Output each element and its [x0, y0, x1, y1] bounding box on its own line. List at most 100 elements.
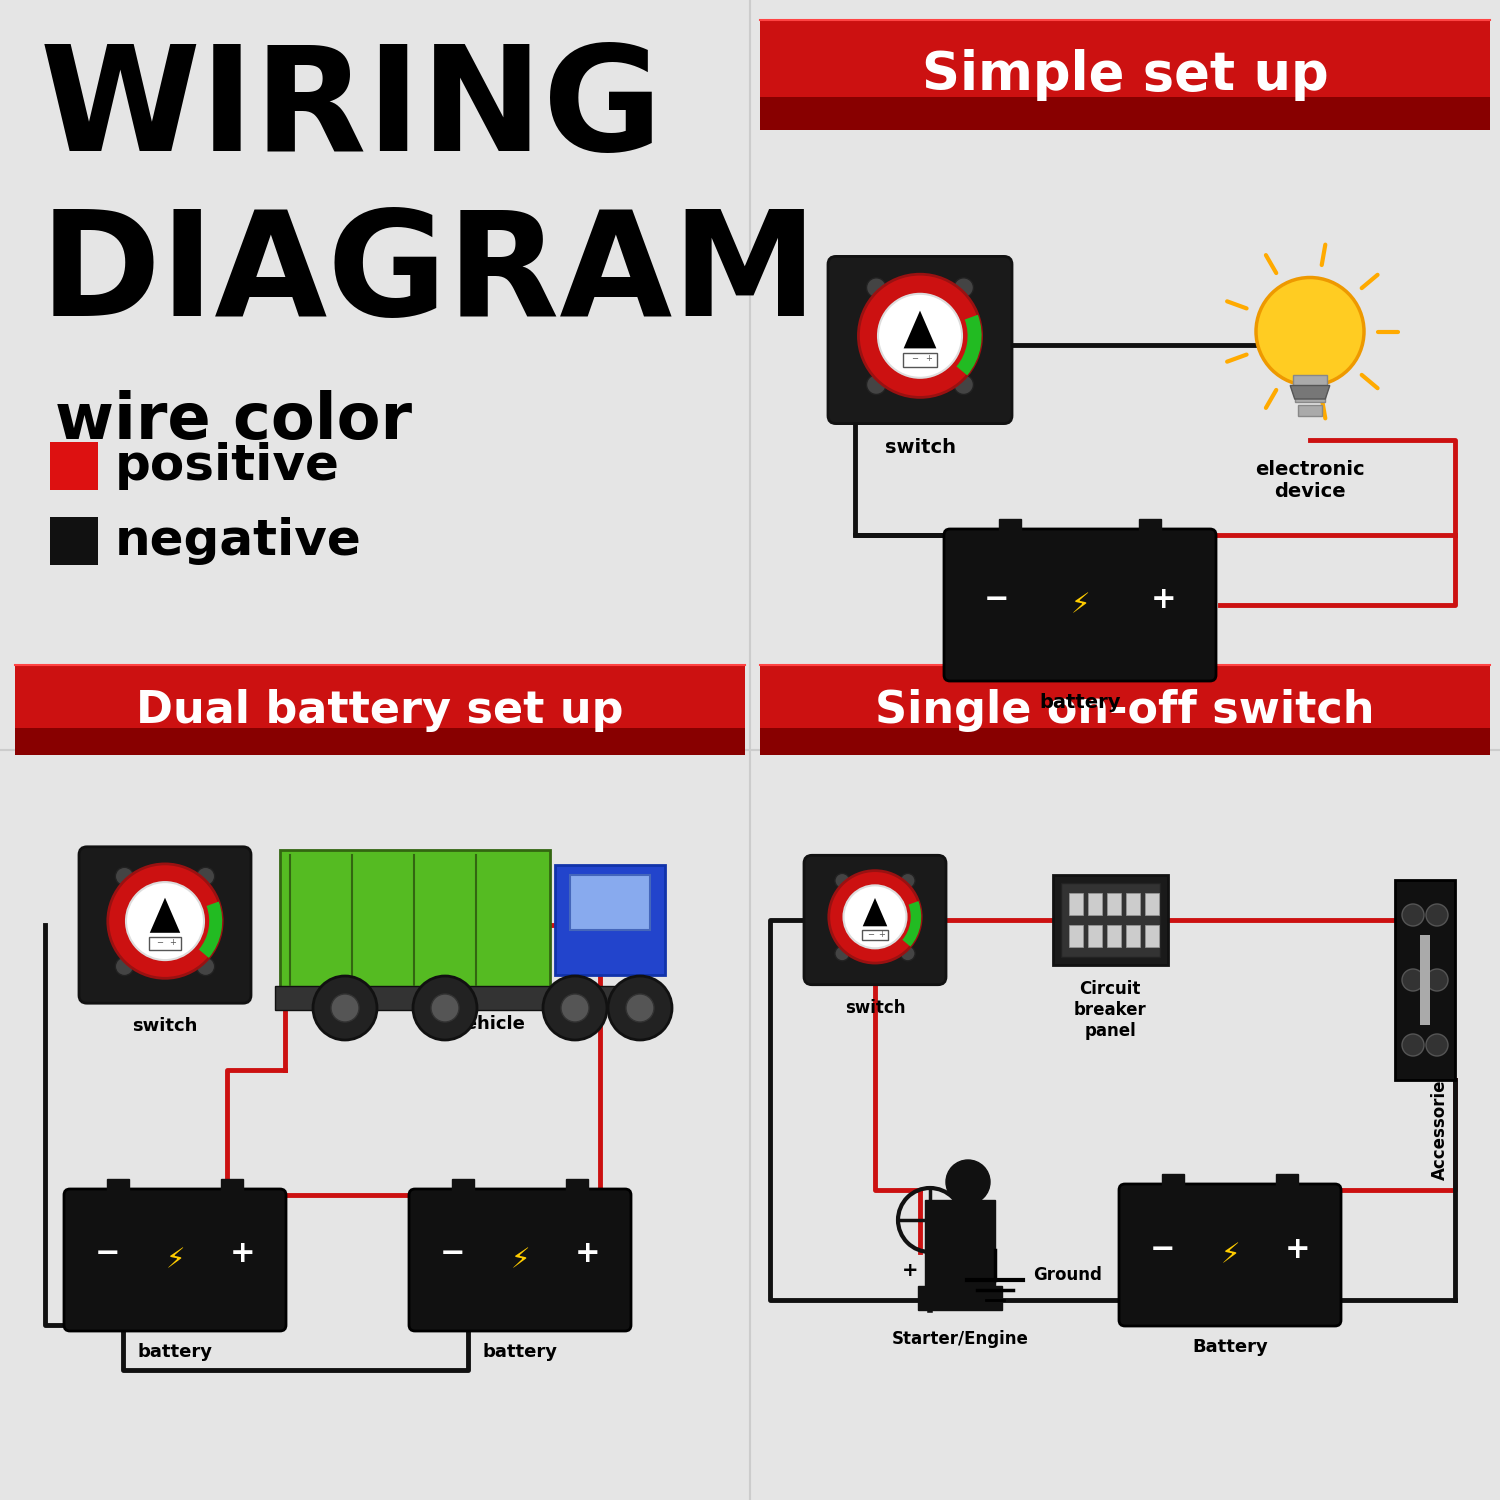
- Circle shape: [1402, 904, 1423, 926]
- Circle shape: [900, 946, 915, 962]
- Bar: [1125, 892, 1140, 915]
- Text: electronic
device: electronic device: [1256, 460, 1365, 501]
- Circle shape: [332, 994, 358, 1022]
- Bar: [1144, 892, 1158, 915]
- FancyBboxPatch shape: [1119, 1184, 1341, 1326]
- Bar: [1060, 884, 1160, 957]
- Text: DIAGRAM: DIAGRAM: [40, 206, 819, 346]
- Polygon shape: [1290, 386, 1330, 399]
- Wedge shape: [200, 902, 222, 958]
- Circle shape: [836, 946, 849, 962]
- Text: battery: battery: [483, 1342, 558, 1360]
- Text: Simple set up: Simple set up: [921, 50, 1329, 100]
- Bar: [760, 20, 1490, 130]
- Bar: [760, 664, 1490, 754]
- Circle shape: [843, 885, 906, 948]
- Bar: [570, 874, 650, 930]
- Circle shape: [858, 274, 981, 398]
- Bar: [760, 664, 1490, 728]
- Text: Accessories: Accessories: [1431, 1070, 1449, 1180]
- Polygon shape: [903, 310, 936, 348]
- Text: Circuit
breaker
panel: Circuit breaker panel: [1074, 980, 1146, 1040]
- Bar: [1107, 892, 1120, 915]
- Circle shape: [116, 957, 134, 975]
- Bar: [926, 1200, 994, 1290]
- Bar: [566, 1179, 588, 1197]
- Bar: [1420, 934, 1430, 1024]
- Circle shape: [1256, 278, 1364, 386]
- Bar: [50, 518, 98, 566]
- Bar: [220, 1179, 243, 1197]
- Bar: [50, 442, 98, 491]
- Circle shape: [946, 1160, 990, 1204]
- Wedge shape: [957, 315, 981, 375]
- Circle shape: [108, 864, 222, 978]
- Text: −: −: [1150, 1234, 1176, 1263]
- Circle shape: [954, 375, 974, 394]
- Bar: [862, 930, 888, 940]
- Bar: [1088, 926, 1101, 946]
- Circle shape: [867, 375, 886, 394]
- Polygon shape: [150, 897, 180, 933]
- Text: battery: battery: [138, 1342, 213, 1360]
- Circle shape: [196, 867, 214, 885]
- FancyBboxPatch shape: [944, 530, 1216, 681]
- Text: vehicle: vehicle: [454, 1016, 526, 1034]
- Circle shape: [1402, 969, 1423, 992]
- Circle shape: [608, 976, 672, 1040]
- Text: Dual battery set up: Dual battery set up: [136, 688, 624, 732]
- Bar: [903, 352, 938, 368]
- Text: ⚡: ⚡: [165, 1246, 184, 1274]
- Bar: [555, 865, 664, 975]
- Bar: [1144, 926, 1158, 946]
- Bar: [1053, 874, 1167, 965]
- Bar: [1068, 926, 1083, 946]
- Circle shape: [626, 994, 654, 1022]
- Bar: [1068, 892, 1083, 915]
- Circle shape: [116, 867, 134, 885]
- Circle shape: [1426, 1034, 1448, 1056]
- FancyBboxPatch shape: [64, 1190, 286, 1330]
- Text: +: +: [230, 1239, 255, 1269]
- Text: Starter/Engine: Starter/Engine: [891, 1330, 1029, 1348]
- Bar: [1088, 892, 1101, 915]
- Text: +: +: [170, 938, 176, 946]
- Circle shape: [830, 870, 921, 963]
- Circle shape: [430, 994, 459, 1022]
- Text: negative: negative: [116, 518, 362, 566]
- Text: switch: switch: [844, 999, 904, 1017]
- Text: ⚡: ⚡: [1071, 591, 1089, 620]
- Text: −: −: [984, 585, 1010, 614]
- Bar: [15, 664, 746, 754]
- Bar: [1296, 392, 1324, 402]
- Bar: [999, 519, 1022, 537]
- Bar: [274, 986, 645, 1010]
- Bar: [1138, 519, 1161, 537]
- Polygon shape: [862, 898, 888, 927]
- Text: +: +: [1284, 1234, 1310, 1263]
- Bar: [1395, 880, 1455, 1080]
- Text: wire color: wire color: [56, 390, 412, 452]
- Text: −: −: [910, 354, 918, 363]
- Text: WIRING: WIRING: [40, 40, 663, 182]
- Bar: [1275, 1174, 1298, 1192]
- FancyBboxPatch shape: [804, 855, 946, 984]
- Circle shape: [1426, 969, 1448, 992]
- Bar: [108, 1179, 129, 1197]
- Circle shape: [126, 882, 204, 960]
- Text: +: +: [926, 354, 932, 363]
- FancyBboxPatch shape: [80, 847, 251, 1004]
- Bar: [1298, 405, 1322, 416]
- Bar: [280, 850, 550, 990]
- Text: +: +: [878, 930, 885, 939]
- Text: Battery: Battery: [1192, 1338, 1268, 1356]
- Circle shape: [543, 976, 608, 1040]
- Circle shape: [1426, 904, 1448, 926]
- Circle shape: [878, 294, 962, 378]
- Text: +: +: [902, 1260, 918, 1280]
- Text: −: −: [440, 1239, 465, 1269]
- Circle shape: [1402, 1034, 1423, 1056]
- Bar: [453, 1179, 474, 1197]
- Text: +: +: [1150, 585, 1176, 614]
- Text: switch: switch: [885, 438, 956, 456]
